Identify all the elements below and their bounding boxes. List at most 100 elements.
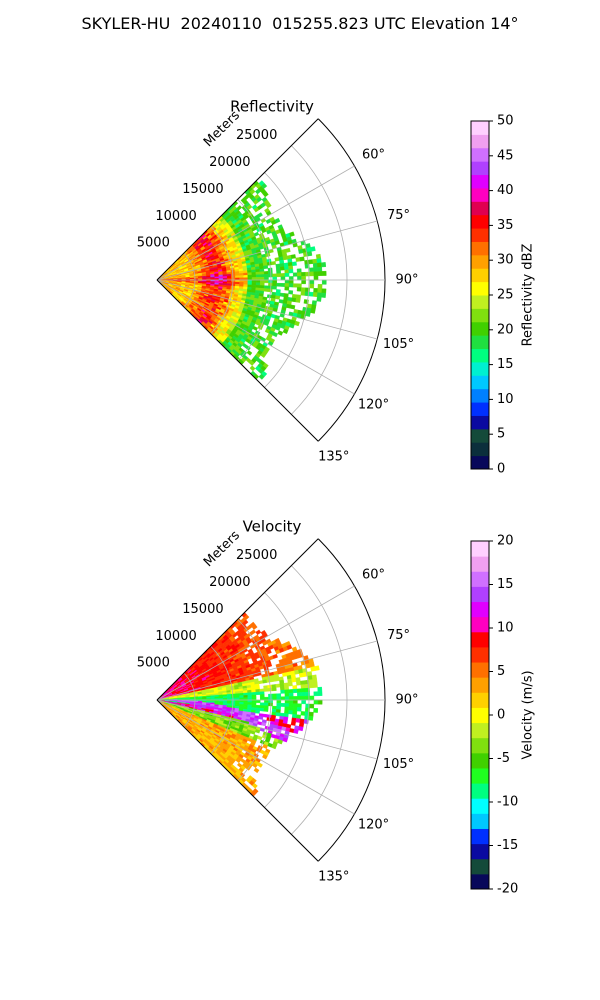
colorbar-segment — [471, 241, 489, 256]
data-cell — [292, 272, 298, 277]
data-cell — [280, 273, 286, 277]
data-cell — [276, 702, 282, 707]
data-cell — [255, 691, 261, 696]
range-tick-label: 10000 — [155, 629, 196, 644]
data-cell — [314, 665, 320, 671]
data-cell — [255, 274, 261, 278]
data-cell — [275, 683, 281, 688]
colorbar-segment — [471, 586, 489, 603]
data-cell — [239, 695, 244, 699]
data-cell — [295, 298, 301, 303]
data-cell — [284, 283, 290, 288]
data-cell — [276, 270, 281, 274]
data-cell — [284, 685, 289, 691]
range-tick-label: 15000 — [182, 602, 223, 617]
data-cell — [301, 692, 306, 697]
colorbar-segment — [471, 214, 489, 229]
data-cell — [321, 270, 327, 276]
colorbar-segment — [471, 631, 489, 648]
data-cell — [274, 217, 281, 224]
data-cell — [309, 703, 315, 709]
colorbar-segment — [471, 254, 489, 269]
data-cell — [288, 696, 294, 701]
colorbar-label: Reflectivity dBZ — [521, 244, 536, 347]
data-cell — [289, 323, 295, 329]
colorbar-segment — [471, 767, 489, 784]
data-cell — [300, 680, 306, 686]
colorbar-segment — [471, 174, 489, 189]
data-cell — [293, 699, 298, 704]
data-cell — [279, 683, 285, 688]
data-cell — [255, 629, 262, 636]
colorbar-tick-label: 25 — [497, 288, 514, 303]
data-cell — [283, 682, 289, 687]
data-cell — [299, 256, 305, 262]
colorbar-tick-label: 0 — [497, 462, 505, 477]
data-cell — [257, 212, 263, 218]
range-tick-label: 15000 — [182, 182, 223, 197]
data-cell — [312, 292, 318, 298]
azimuth-gridline — [156, 220, 378, 281]
data-cell — [263, 271, 269, 275]
data-cell — [272, 696, 277, 701]
data-cell — [288, 692, 294, 697]
data-cell — [260, 352, 267, 358]
data-cell — [271, 261, 276, 266]
colorbar-tick-label: -10 — [497, 795, 518, 810]
data-cell — [316, 292, 322, 298]
data-cell — [272, 276, 277, 281]
data-cell — [310, 246, 316, 252]
data-cell — [297, 696, 302, 701]
range-tick-label: 25000 — [236, 548, 277, 563]
colorbar-tick-label: 0 — [497, 708, 505, 723]
data-cell — [276, 699, 282, 704]
colorbar-segment — [471, 813, 489, 829]
azimuth-tick-label: 135° — [318, 869, 349, 884]
data-cell — [313, 708, 319, 713]
data-cell — [272, 285, 277, 290]
data-cell — [287, 261, 293, 267]
data-cell — [290, 254, 296, 259]
data-cell — [261, 182, 268, 190]
data-cell — [276, 693, 282, 698]
data-cell — [262, 713, 268, 718]
data-cell — [266, 662, 273, 668]
data-cell — [268, 696, 273, 701]
data-cell — [317, 699, 323, 705]
data-cell — [247, 692, 253, 696]
colorbar-tick-label: 35 — [497, 218, 514, 233]
azimuth-tick-label: 60° — [362, 148, 385, 163]
colorbar-tick-label: 20 — [497, 322, 514, 337]
data-cell — [288, 279, 294, 284]
data-cell — [288, 276, 294, 281]
colorbar: -20 -15 -10 -5 0 5 10 15 20 Velocity (m/s) — [470, 534, 536, 897]
data-cell — [292, 710, 298, 715]
data-cell — [272, 693, 277, 698]
data-cell — [243, 692, 248, 696]
data-cell — [243, 275, 249, 278]
data-cell — [259, 707, 265, 712]
data-cell — [313, 271, 319, 277]
data-cell — [280, 686, 285, 691]
colorbar-segment — [471, 361, 489, 376]
data-cell — [274, 677, 280, 682]
data-cell — [280, 276, 286, 281]
data-cell — [253, 231, 260, 237]
colorbar-tick-label: 50 — [497, 114, 514, 129]
data-cell — [313, 699, 319, 705]
data-cell — [259, 271, 265, 275]
colorbar-segment — [471, 335, 489, 350]
data-cell — [260, 276, 265, 281]
data-cell — [258, 680, 264, 685]
data-cell — [260, 696, 265, 701]
data-cell — [288, 265, 294, 270]
data-cell — [242, 619, 249, 626]
data-cell — [292, 706, 298, 712]
data-cell — [280, 689, 286, 694]
range-tick-label: 10000 — [155, 209, 196, 224]
colorbar-segment — [471, 134, 489, 149]
data-cell — [296, 680, 301, 686]
data-cell — [251, 282, 257, 286]
data-cell — [290, 721, 296, 726]
data-cell — [243, 272, 248, 276]
